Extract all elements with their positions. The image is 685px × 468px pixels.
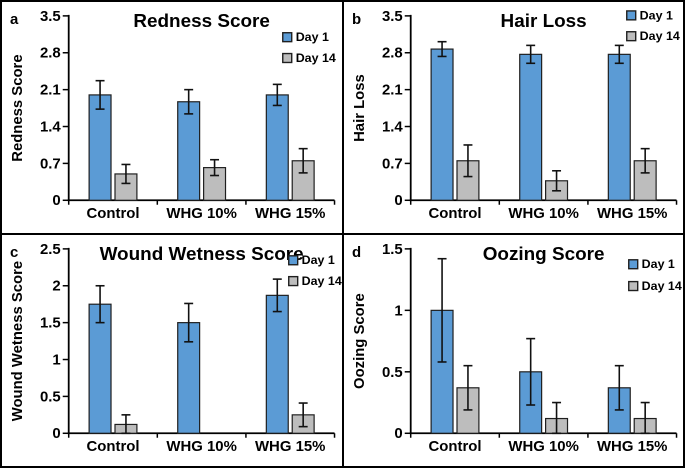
y-tick-label: 2.8 [40, 46, 61, 62]
panel-b-hair-loss: b Hair Loss Hair Loss 0 0.7 1.4 2.1 2.8 3.5 Contr… [343, 2, 683, 233]
legend-marker-day14 [627, 280, 638, 292]
x-category-label: Control [428, 439, 481, 455]
chart-title: Wound Wetness Score [100, 243, 304, 264]
redness-score-chart: a Redness Score Redness Score 0 0.7 1.4 2.1 2.8… [10, 9, 336, 222]
y-tick-label: 3.5 [381, 9, 402, 25]
bar-day1-control [88, 303, 112, 434]
legend-marker-day14 [625, 31, 636, 42]
y-tick-label: 1 [394, 303, 402, 319]
legend-marker-day1 [627, 259, 638, 270]
y-tick-label: 2.8 [381, 46, 402, 62]
y-tick-label: 0.5 [381, 365, 402, 381]
legend-label: Day 14 [296, 51, 336, 65]
panel-letter: c [10, 245, 18, 261]
y-tick-label: 0 [394, 193, 402, 209]
panel-letter: b [351, 12, 360, 28]
y-tick-label: 0.7 [381, 156, 402, 172]
y-tick-label: 1.4 [40, 120, 61, 136]
bar-day1-whg-10- [177, 101, 201, 201]
bar-day1-whg-15- [265, 294, 289, 434]
y-tick-label: 2.5 [40, 242, 61, 258]
y-tick-label: 0 [52, 193, 60, 209]
chart-title: Oozing Score [482, 243, 604, 264]
y-tick-label: 3.5 [40, 9, 61, 25]
y-axis-label: Wound Wetness Score [10, 261, 26, 421]
y-tick-label: 1.4 [381, 120, 402, 136]
hair-loss-chart: b Hair Loss Hair Loss 0 0.7 1.4 2.1 2.8 3.5 Contr… [351, 8, 679, 222]
y-tick-label: 2 [52, 279, 60, 295]
y-tick-label: 2.1 [381, 83, 402, 99]
panel-a-redness-score: a Redness Score Redness Score 0 0.7 1.4 2.1 2.8… [2, 2, 342, 233]
x-category-label: Control [86, 439, 139, 455]
panel-c-wound-wetness-score: c Wound Wetness Score Wound Wetness Score 0… [2, 235, 342, 466]
x-category-label: WHG 15% [596, 206, 666, 222]
legend-marker-day14 [288, 275, 299, 287]
y-axis-label: Hair Loss [351, 74, 367, 142]
x-category-label: WHG 10% [508, 439, 578, 455]
legend-marker-day1 [625, 10, 636, 21]
y-tick-label: 1 [52, 353, 60, 369]
legend-marker-day1 [288, 255, 299, 266]
y-tick-label: 0.7 [40, 156, 61, 172]
x-category-label: WHG 15% [255, 439, 325, 455]
legend-label: Day 1 [302, 253, 335, 267]
y-tick-label: 1.5 [40, 316, 61, 332]
chart-title: Hair Loss [500, 10, 586, 31]
legend-label: Day 1 [639, 8, 672, 22]
x-category-label: Control [86, 206, 139, 222]
panel-letter: a [10, 12, 19, 28]
y-tick-label: 0.5 [40, 389, 61, 405]
bar-day1-control [88, 94, 112, 201]
bar-day1-whg-10- [518, 53, 542, 201]
panel-letter: d [351, 245, 360, 261]
x-category-label: WHG 10% [166, 439, 236, 455]
y-tick-label: 1.5 [381, 242, 402, 258]
bar-day1-control [430, 48, 454, 201]
y-tick-label: 0 [52, 426, 60, 442]
x-category-label: Control [428, 206, 481, 222]
bar-day1-whg-15- [607, 53, 631, 201]
y-tick-label: 0 [394, 426, 402, 442]
x-category-label: WHG 10% [166, 206, 236, 222]
legend-marker-day1 [282, 32, 293, 43]
legend-marker-day14 [282, 52, 293, 64]
legend-label: Day 1 [296, 30, 329, 44]
y-axis-label: Oozing Score [351, 293, 367, 389]
bar-day1-whg-15- [265, 94, 289, 201]
panel-d-oozing-score: d Oozing Score Oozing Score 0 0.5 1 1.5 Control… [343, 235, 683, 466]
y-tick-label: 2.1 [40, 83, 61, 99]
legend-label: Day 14 [639, 29, 679, 43]
x-category-label: WHG 10% [508, 206, 578, 222]
y-axis-label: Redness Score [10, 54, 26, 161]
oozing-score-chart: d Oozing Score Oozing Score 0 0.5 1 1.5 Control… [351, 242, 681, 455]
legend-label: Day 14 [641, 279, 681, 293]
chart-title: Redness Score [133, 10, 270, 31]
x-category-label: WHG 15% [255, 206, 325, 222]
legend-label: Day 14 [302, 274, 342, 288]
x-category-label: WHG 15% [596, 439, 666, 455]
legend-label: Day 1 [641, 257, 674, 271]
